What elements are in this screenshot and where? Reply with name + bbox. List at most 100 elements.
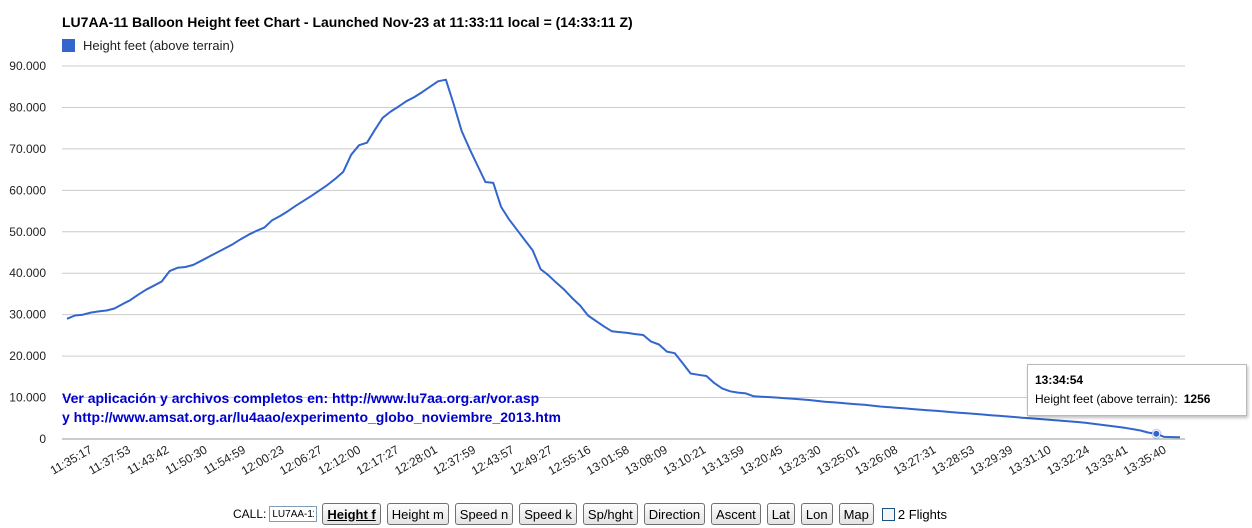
- speed-knots-button[interactable]: Speed n: [454, 503, 514, 525]
- data-point[interactable]: [1108, 425, 1110, 427]
- data-point[interactable]: [950, 411, 952, 413]
- data-point[interactable]: [295, 205, 297, 207]
- data-point[interactable]: [1005, 415, 1007, 417]
- data-point[interactable]: [82, 314, 84, 316]
- data-point[interactable]: [184, 266, 186, 268]
- data-point[interactable]: [871, 404, 873, 406]
- data-point[interactable]: [1171, 436, 1173, 438]
- data-point[interactable]: [650, 340, 652, 342]
- data-point[interactable]: [366, 142, 368, 144]
- direction-button[interactable]: Direction: [643, 503, 706, 525]
- data-point[interactable]: [808, 399, 810, 401]
- data-point[interactable]: [484, 181, 486, 183]
- data-point[interactable]: [97, 310, 99, 312]
- data-point[interactable]: [492, 182, 494, 184]
- data-point[interactable]: [374, 129, 376, 131]
- data-point[interactable]: [311, 195, 313, 197]
- data-point[interactable]: [713, 382, 715, 384]
- data-point[interactable]: [587, 314, 589, 316]
- data-point[interactable]: [642, 334, 644, 336]
- data-point[interactable]: [705, 375, 707, 377]
- data-point[interactable]: [66, 318, 68, 320]
- data-point[interactable]: [974, 413, 976, 415]
- data-point[interactable]: [1060, 420, 1062, 422]
- ascent-button[interactable]: Ascent: [711, 503, 761, 525]
- data-point[interactable]: [855, 403, 857, 405]
- data-point[interactable]: [1053, 419, 1055, 421]
- data-point[interactable]: [926, 409, 928, 411]
- data-point[interactable]: [1100, 424, 1102, 426]
- data-point[interactable]: [145, 289, 147, 291]
- data-point[interactable]: [800, 398, 802, 400]
- data-point[interactable]: [618, 331, 620, 333]
- data-point[interactable]: [942, 410, 944, 412]
- data-point[interactable]: [1021, 417, 1023, 419]
- data-point[interactable]: [429, 86, 431, 88]
- call-input[interactable]: [269, 506, 318, 522]
- data-point[interactable]: [887, 406, 889, 408]
- data-point[interactable]: [547, 274, 549, 276]
- data-point[interactable]: [200, 260, 202, 262]
- two-flights-checkbox[interactable]: [881, 507, 895, 521]
- data-point[interactable]: [405, 100, 407, 102]
- speed-height-button[interactable]: Sp/hght: [582, 503, 638, 525]
- data-point[interactable]: [168, 270, 170, 272]
- data-point[interactable]: [532, 249, 534, 251]
- data-point[interactable]: [816, 400, 818, 402]
- data-point[interactable]: [895, 407, 897, 409]
- data-point[interactable]: [555, 282, 557, 284]
- data-point[interactable]: [389, 110, 391, 112]
- data-point[interactable]: [776, 396, 778, 398]
- data-point[interactable]: [216, 251, 218, 253]
- height-feet-button[interactable]: Height f: [322, 503, 381, 525]
- data-point[interactable]: [658, 343, 660, 345]
- data-point[interactable]: [966, 412, 968, 414]
- data-point[interactable]: [334, 178, 336, 180]
- data-point[interactable]: [255, 230, 257, 232]
- data-point[interactable]: [271, 219, 273, 221]
- data-point[interactable]: [1179, 436, 1181, 438]
- data-point[interactable]: [137, 294, 139, 296]
- data-point[interactable]: [224, 247, 226, 249]
- data-point[interactable]: [847, 402, 849, 404]
- data-point[interactable]: [603, 325, 605, 327]
- data-point[interactable]: [1092, 423, 1094, 425]
- data-point[interactable]: [121, 303, 123, 305]
- data-point[interactable]: [595, 320, 597, 322]
- data-point[interactable]: [326, 184, 328, 186]
- data-point[interactable]: [208, 255, 210, 257]
- data-point[interactable]: [318, 189, 320, 191]
- data-point[interactable]: [1124, 427, 1126, 429]
- data-point[interactable]: [697, 374, 699, 376]
- data-point[interactable]: [982, 413, 984, 415]
- data-point[interactable]: [721, 387, 723, 389]
- data-point[interactable]: [753, 395, 755, 397]
- data-point[interactable]: [129, 299, 131, 301]
- data-point[interactable]: [413, 96, 415, 98]
- data-point[interactable]: [539, 268, 541, 270]
- data-point[interactable]: [516, 229, 518, 231]
- data-point[interactable]: [421, 91, 423, 93]
- data-point[interactable]: [729, 390, 731, 392]
- data-point[interactable]: [240, 238, 242, 240]
- data-point[interactable]: [263, 226, 265, 228]
- data-point[interactable]: [863, 404, 865, 406]
- data-point[interactable]: [903, 407, 905, 409]
- data-point[interactable]: [279, 215, 281, 217]
- data-point[interactable]: [397, 105, 399, 107]
- speed-kmh-button[interactable]: Speed k: [519, 503, 577, 525]
- data-point[interactable]: [437, 80, 439, 82]
- longitude-button[interactable]: Lon: [800, 503, 833, 525]
- data-point[interactable]: [303, 200, 305, 202]
- data-point[interactable]: [1131, 428, 1133, 430]
- data-point[interactable]: [784, 397, 786, 399]
- data-point[interactable]: [468, 148, 470, 150]
- data-point[interactable]: [1045, 418, 1047, 420]
- data-point[interactable]: [626, 332, 628, 334]
- map-button[interactable]: Map: [838, 503, 874, 525]
- data-point[interactable]: [792, 398, 794, 400]
- data-point[interactable]: [1029, 417, 1031, 419]
- data-point[interactable]: [1147, 431, 1149, 433]
- data-point[interactable]: [768, 396, 770, 398]
- data-point[interactable]: [453, 103, 455, 105]
